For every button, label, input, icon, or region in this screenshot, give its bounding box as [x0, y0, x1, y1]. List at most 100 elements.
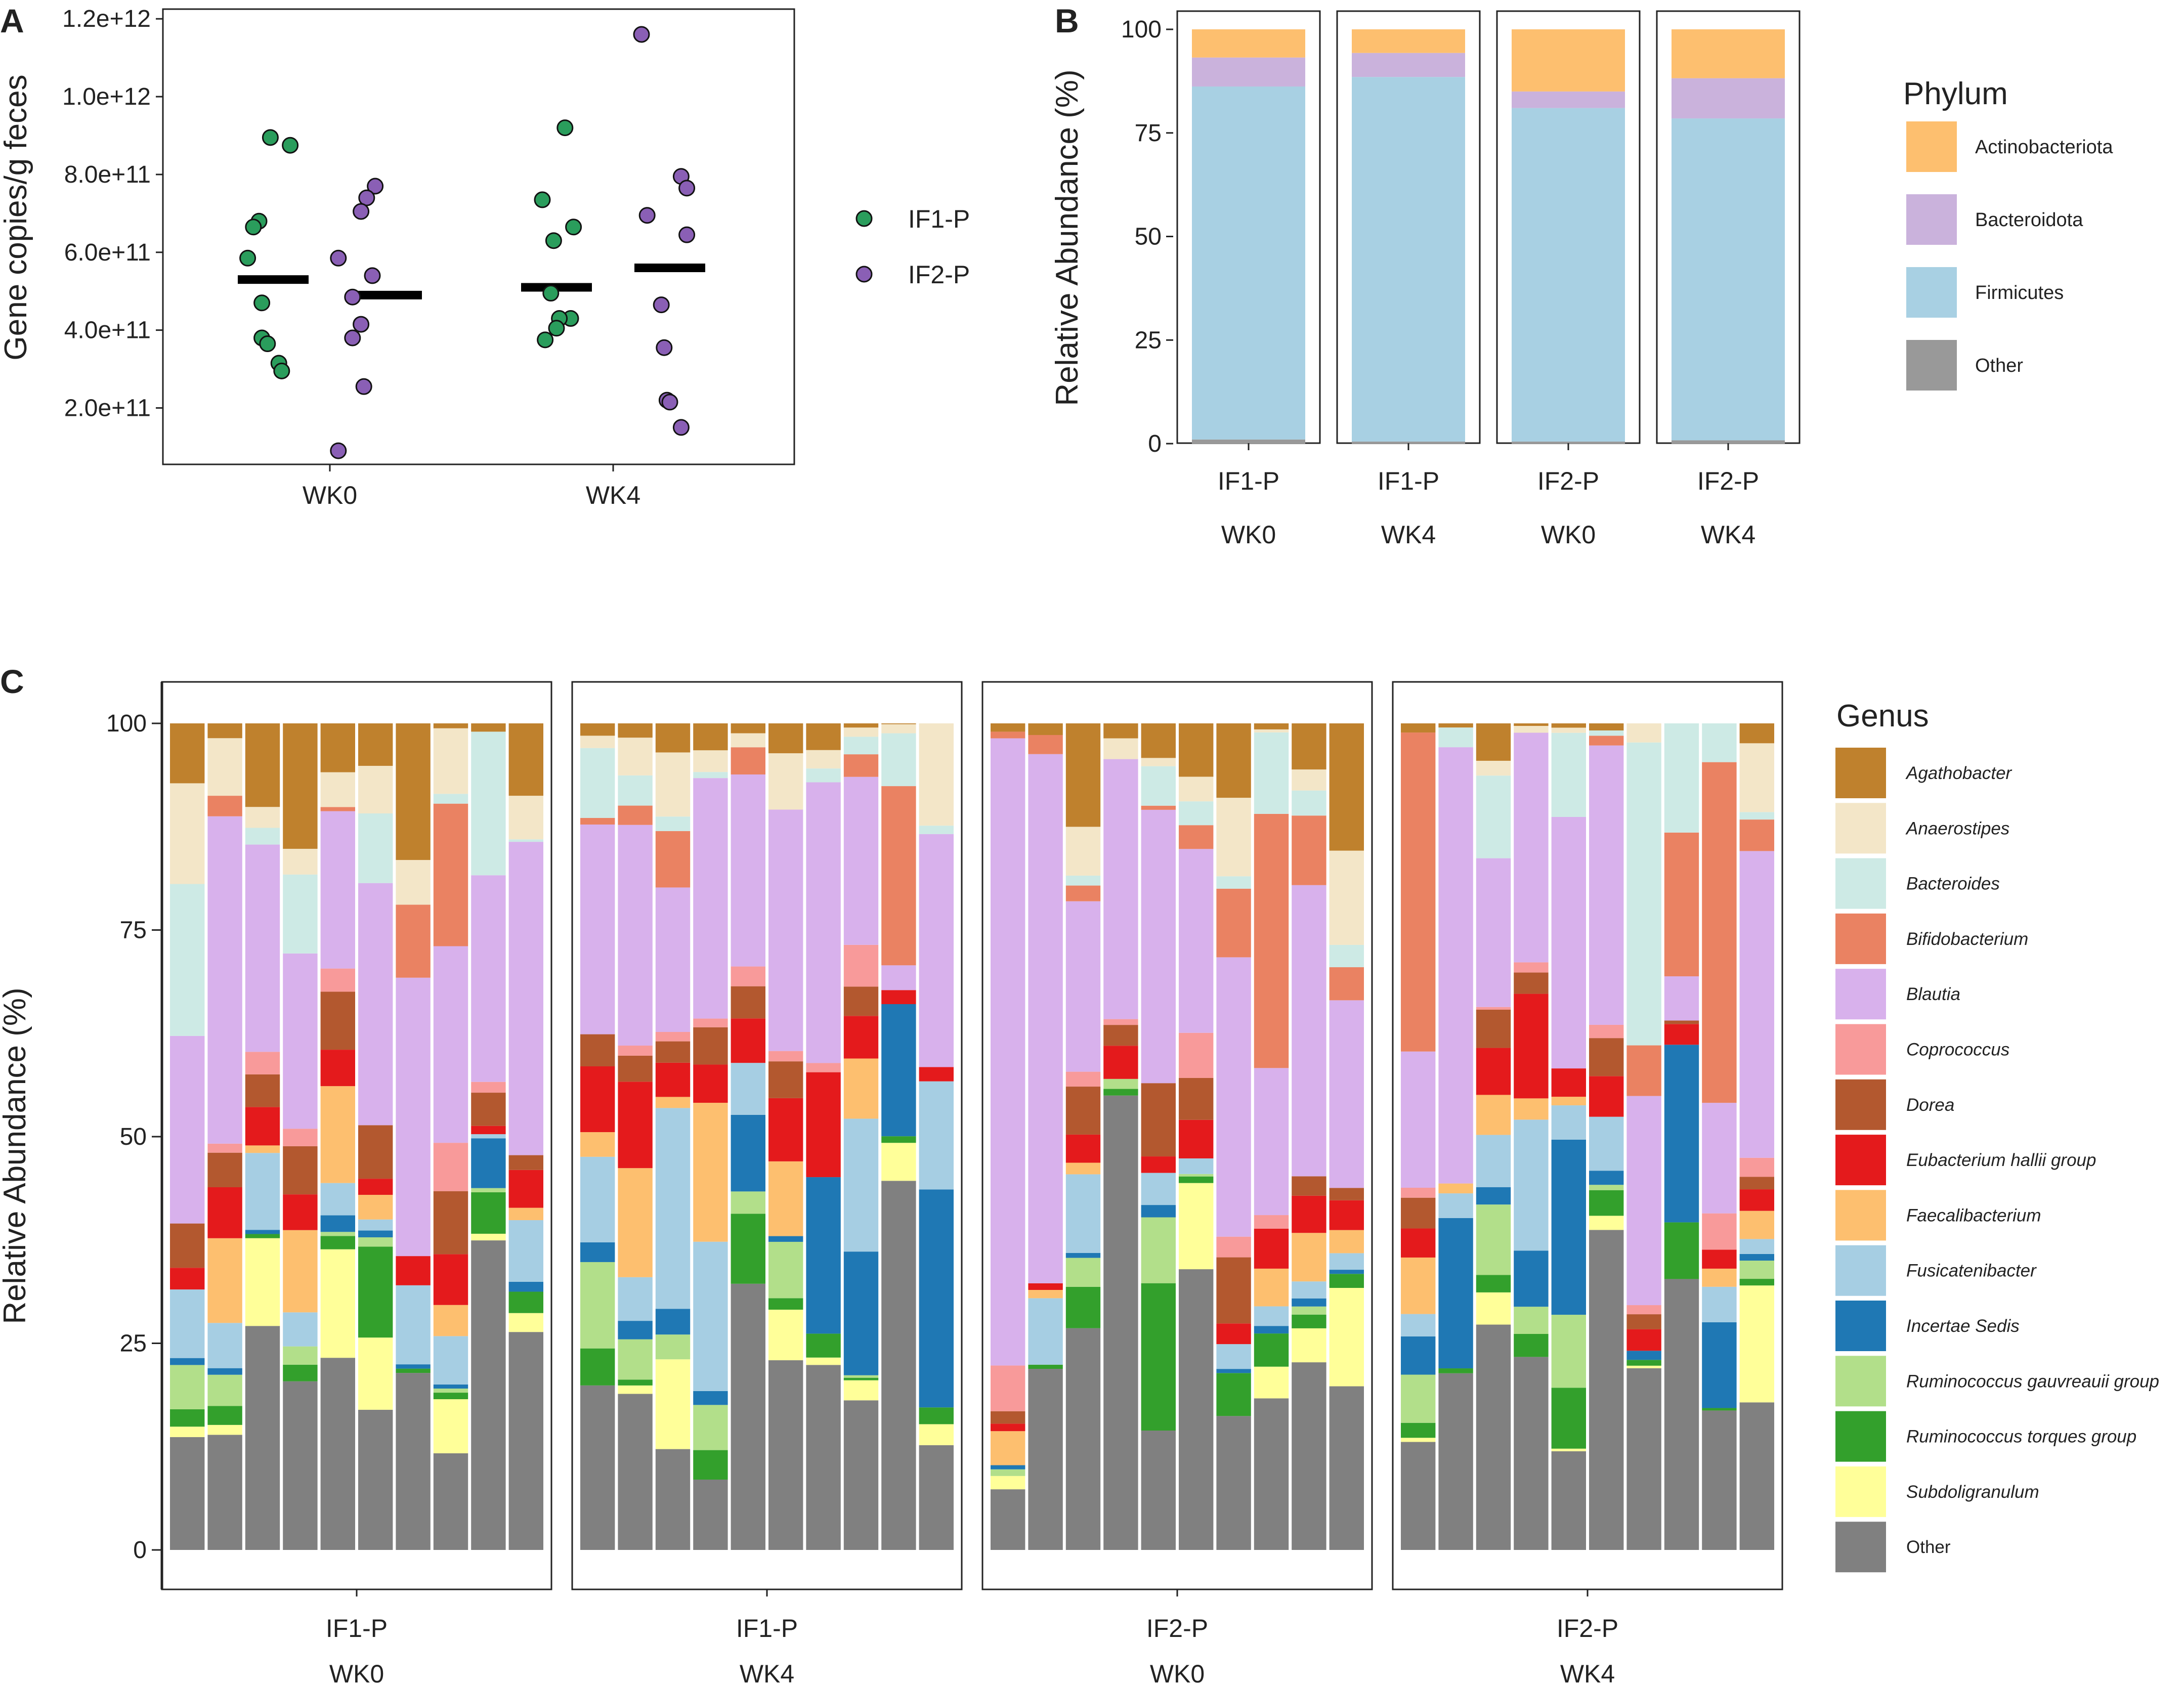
c-bar-seg-ruminococcus-torques-group [1292, 1314, 1326, 1328]
b-legend-label: Other [1975, 355, 2023, 376]
c-bar-seg-bacteroides [170, 884, 205, 1036]
c-bar-seg-dorea [1292, 1176, 1326, 1196]
a-point-if2-p [330, 442, 347, 459]
c-bar-seg-anaerostipes [1626, 723, 1661, 743]
c-bar-seg-ruminococcus-torques-group [358, 1246, 393, 1338]
c-bar-seg-ruminococcus-torques-group [508, 1291, 543, 1313]
c-bar-seg-eubacterium-hallii-group [1514, 993, 1549, 1099]
a-point-if2-p [678, 180, 696, 197]
c-bar-seg-eubacterium-hallii-group [768, 1098, 803, 1161]
c-legend-swatch-anaerostipes [1835, 803, 1886, 854]
c-bar-seg-bacteroides [843, 737, 879, 755]
c-bar-seg-eubacterium-hallii-group [843, 1016, 879, 1059]
c-bar-seg-anaerostipes [245, 807, 280, 828]
c-bar-seg-blautia [768, 809, 803, 1051]
c-bar-seg-faecalibacterium [1065, 1162, 1101, 1175]
c-bar-seg-ruminococcus-torques-group [1254, 1333, 1289, 1367]
c-bar-seg-eubacterium-hallii-group [1626, 1329, 1661, 1351]
c-bar-seg-fusicatenibacter [1476, 1135, 1511, 1187]
c-bar-seg-anaerostipes [881, 724, 916, 733]
a-ytick-label: 4.0e+11 [64, 317, 151, 344]
c-bar-seg-coprococcus [1514, 962, 1549, 973]
b-ytick-label: 50 [1135, 224, 1162, 250]
c-bar-seg-bacteroides [618, 775, 653, 806]
c-bar-seg-agathobacter [320, 723, 355, 772]
c-bar-seg-eubacterium-hallii-group [1254, 1228, 1289, 1269]
c-bar-seg-coprococcus [1103, 1019, 1138, 1025]
c-bar-seg-blautia [396, 977, 431, 1257]
b-bar-seg-firmicutes [1512, 108, 1625, 442]
c-bar-seg-fusicatenibacter [580, 1156, 615, 1242]
c-bar-seg-ruminococcus-torques-group [731, 1214, 765, 1284]
c-bar-seg-eubacterium-hallii-group [731, 1018, 765, 1063]
c-legend-label: Subdoligranulum [1906, 1482, 2039, 1502]
c-bar-seg-anaerostipes [1329, 850, 1364, 945]
a-point-if2-p [364, 267, 381, 284]
b-legend-swatch-actinobacteriota [1906, 121, 1957, 172]
b-xtick-week: WK4 [1381, 521, 1436, 549]
c-bar-seg-dorea [1664, 1020, 1699, 1024]
c-bar-seg-eubacterium-hallii-group [1141, 1156, 1176, 1173]
c-xtick-week: WK0 [329, 1660, 384, 1685]
c-bar-seg-subdoligranulum [843, 1380, 879, 1401]
c-bar-seg-subdoligranulum [1179, 1183, 1214, 1270]
c-bar-seg-incertae-sedis [731, 1114, 765, 1192]
c-bar-seg-incertae-sedis [207, 1368, 242, 1375]
c-bar-seg-incertae-sedis [1664, 1045, 1699, 1223]
c-bar-seg-faecalibacterium [245, 1145, 280, 1153]
c-bar-seg-agathobacter [433, 723, 468, 728]
a-point-if2-p [633, 26, 650, 43]
c-bar-seg-incertae-sedis [1476, 1187, 1511, 1205]
c-bar-seg-dorea [843, 986, 879, 1016]
c-bar-seg-ruminococcus-torques-group [618, 1379, 653, 1386]
c-bar-seg-agathobacter [471, 723, 506, 732]
a-point-if1-p [259, 335, 276, 353]
c-bar-seg-blautia [919, 834, 954, 1067]
c-bar-seg-ruminococcus-torques-group [919, 1407, 954, 1424]
c-bar-seg-faecalibacterium [1476, 1095, 1511, 1135]
c-bar-seg-subdoligranulum [508, 1313, 543, 1332]
c-bar-seg-faecalibacterium [1438, 1183, 1473, 1194]
a-point-if1-p [253, 294, 271, 312]
c-xtick-group: IF2-P [1146, 1614, 1208, 1643]
c-bar-seg-faecalibacterium [433, 1305, 468, 1336]
c-bar-seg-other [207, 1435, 242, 1550]
c-bar-seg-incertae-sedis [1065, 1252, 1101, 1258]
c-bar-seg-eubacterium-hallii-group [1476, 1048, 1511, 1095]
c-bar-seg-ruminococcus-gauvreauii-group [283, 1346, 318, 1365]
c-bar-seg-eubacterium-hallii-group [245, 1107, 280, 1146]
c-bar-seg-ruminococcus-gauvreauii-group [731, 1191, 765, 1214]
c-bar-seg-ruminococcus-torques-group [433, 1393, 468, 1400]
c-bar-seg-coprococcus [433, 1143, 468, 1191]
c-bar-seg-bifidobacterium [1589, 736, 1624, 746]
c-bar-seg-eubacterium-hallii-group [433, 1254, 468, 1305]
c-bar-seg-anaerostipes [396, 860, 431, 905]
c-bar-seg-blautia [170, 1035, 205, 1224]
c-bar-seg-subdoligranulum [1329, 1288, 1364, 1387]
c-legend-label: Anaerostipes [1905, 818, 2009, 838]
c-bar-seg-blautia [320, 811, 355, 969]
c-bar-seg-incertae-sedis [618, 1321, 653, 1340]
c-legend-label: Blautia [1906, 984, 1960, 1004]
a-point-if1-p [262, 129, 279, 146]
c-bar-seg-blautia [1103, 759, 1138, 1019]
c-bar-seg-agathobacter [396, 723, 431, 860]
c-bar-seg-fusicatenibacter [1438, 1193, 1473, 1218]
c-bar-seg-ruminococcus-torques-group [580, 1348, 615, 1386]
c-bar-seg-ruminococcus-gauvreauii-group [471, 1188, 506, 1192]
panel-c-legend: Genus Agathobacter Anaerostipes Bacteroides… [1835, 699, 2159, 1573]
c-legend-label: Faecalibacterium [1906, 1205, 2041, 1225]
c-bar-seg-bacteroides [358, 813, 393, 883]
c-bar-seg-fusicatenibacter [433, 1336, 468, 1385]
c-bar-seg-fusicatenibacter [1065, 1174, 1101, 1253]
c-bar-seg-bifidobacterium [1141, 805, 1176, 810]
c-legend-label: Bacteroides [1906, 874, 2000, 894]
c-bar-seg-dorea [731, 986, 765, 1019]
c-legend-label: Dorea [1906, 1095, 1954, 1115]
c-bar-seg-fusicatenibacter [471, 1134, 506, 1139]
a-ytick-label: 1.0e+12 [62, 83, 151, 110]
c-bar-seg-bifidobacterium [433, 803, 468, 946]
c-bar-seg-dorea [1401, 1197, 1436, 1229]
c-bar-seg-agathobacter [207, 723, 242, 739]
c-legend-swatch-dorea [1835, 1079, 1886, 1130]
